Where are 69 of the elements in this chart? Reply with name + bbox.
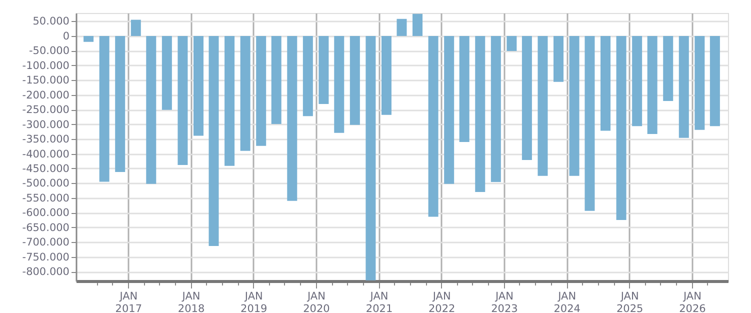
bar: [178, 36, 188, 165]
bar: [632, 36, 642, 126]
bar: [600, 36, 611, 131]
bar: [115, 36, 126, 172]
bar: [459, 36, 470, 142]
bar: [287, 36, 298, 201]
bar: [99, 36, 110, 182]
bar: [271, 36, 282, 124]
y-tick-label: 0: [62, 30, 70, 42]
y-tick-label: -600.000: [22, 207, 70, 220]
y-tick-label: -500.000: [22, 178, 70, 190]
y-tick-label: -650.000: [22, 222, 70, 234]
bar: [678, 36, 689, 138]
bar: [162, 36, 172, 110]
bar: [475, 36, 486, 192]
y-tick-label: -250.000: [22, 104, 70, 116]
bar: [584, 36, 595, 211]
bar: [428, 36, 438, 217]
y-tick-label: -200.000: [22, 89, 70, 102]
x-tick-label: JAN 2018: [178, 290, 205, 313]
y-tick-label: -350.000: [22, 134, 70, 146]
bar: [554, 36, 564, 82]
bar: [193, 36, 204, 136]
bar: [381, 36, 392, 115]
bar: [616, 36, 626, 220]
bar: [522, 36, 532, 160]
bar: [396, 18, 407, 36]
bar: [490, 36, 501, 182]
bar: [694, 36, 705, 130]
bar: [318, 36, 329, 104]
x-tick-label: JAN 2024: [554, 290, 581, 313]
bar: [506, 36, 517, 51]
bar: [256, 36, 266, 146]
y-tick-label: -400.000: [22, 148, 70, 160]
bar: [663, 36, 674, 102]
y-tick-label: -450.000: [22, 163, 70, 175]
y-tick-label: -150.000: [22, 74, 70, 87]
y-tick-label: -700.000: [22, 236, 70, 249]
y-tick-label: -50.000: [28, 45, 70, 58]
bar: [240, 36, 250, 151]
y-tick-label: -100.000: [22, 60, 70, 72]
x-tick-label: JAN 2023: [491, 290, 518, 313]
bar: [350, 36, 360, 125]
y-tick-label: -300.000: [22, 118, 70, 131]
bar: [130, 20, 141, 36]
y-tick-label: -550.000: [22, 192, 70, 204]
bar: [412, 14, 423, 36]
x-tick-label: JAN 2020: [303, 290, 330, 313]
bar: [538, 36, 548, 176]
y-tick-label: -750.000: [22, 251, 70, 264]
bar: [302, 36, 313, 116]
x-tick-label: JAN 2021: [366, 290, 393, 313]
bar: [444, 36, 454, 184]
bar: [710, 36, 720, 126]
bar: [84, 36, 94, 42]
x-tick-label: JAN 2026: [679, 290, 706, 313]
x-tick-label: JAN 2022: [428, 290, 456, 313]
y-tick-label: -800.000: [22, 266, 70, 278]
bar: [366, 36, 376, 280]
x-tick-label: JAN 2017: [115, 290, 142, 313]
x-tick-label: JAN 2019: [240, 290, 268, 313]
bar: [647, 36, 658, 134]
bar: [334, 36, 344, 133]
bar: [208, 36, 219, 246]
y-tick-label: 50.000: [32, 16, 70, 28]
x-tick-label: JAN 2025: [616, 290, 644, 313]
bar: [569, 36, 580, 176]
bar: [224, 36, 235, 166]
bar: [146, 36, 156, 184]
